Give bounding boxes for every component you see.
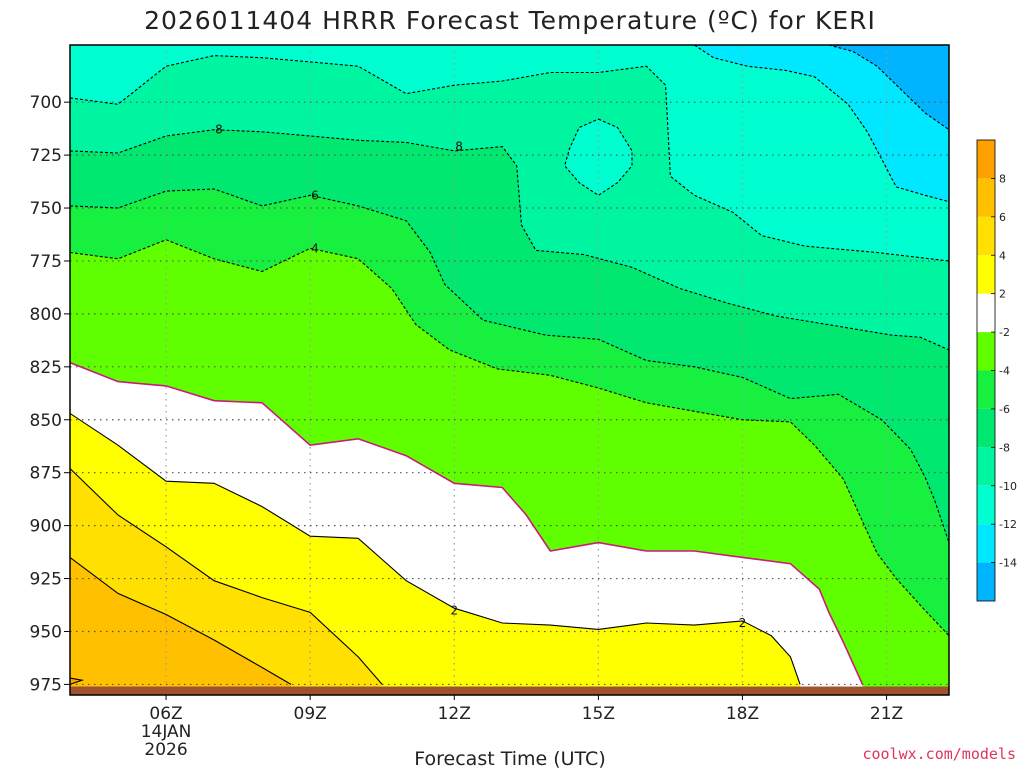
x-tick-label: 12Z (438, 704, 471, 724)
y-tick-label: 775 (30, 252, 62, 272)
colorbar-tick-label: -10 (999, 480, 1017, 493)
colorbar-bin (977, 140, 995, 179)
isotherm-line (828, 45, 949, 131)
colorbar-tick-label: -8 (999, 441, 1010, 454)
band-fill (70, 557, 291, 695)
contour-label: 8 (215, 123, 223, 137)
y-tick-label: 975 (30, 675, 62, 695)
contour-label: 4 (311, 241, 319, 255)
x-tick-label: 18Z (726, 704, 759, 724)
isotherm-line (70, 468, 383, 685)
isotherm-line (70, 677, 85, 685)
colorbar-bin (977, 255, 995, 294)
ground-strip (70, 686, 949, 695)
y-tick-label: 825 (30, 358, 62, 378)
band-fill (70, 45, 949, 261)
colorbar-bin (977, 216, 995, 256)
credit-text: coolwx.com/models (862, 745, 1016, 763)
y-tick-label: 900 (30, 517, 62, 537)
x-tick-label: 09Z (294, 704, 327, 724)
x-tick-sublabel: 2026 (144, 740, 187, 760)
y-tick-label: 925 (30, 570, 62, 590)
band-fill (828, 45, 949, 130)
colorbar-bin (977, 485, 995, 525)
colorbar-tick-label: 2 (999, 288, 1006, 301)
y-tick-label: 700 (30, 93, 62, 113)
x-tick-sublabel: 14JAN (141, 722, 192, 742)
freezing-line (70, 361, 864, 685)
colorbar-bin (977, 293, 995, 333)
band-fill (564, 119, 632, 196)
x-tick-label: 21Z (870, 704, 903, 724)
colorbar-tick-label: 6 (999, 211, 1006, 224)
isotherm-lines (70, 45, 949, 685)
isotherm-line (70, 556, 292, 685)
colorbar-bin (977, 524, 995, 563)
y-tick-label: 850 (30, 411, 62, 431)
colorbar-tick-label: -6 (999, 403, 1010, 416)
band-fill (694, 45, 949, 202)
isotherm-line (70, 129, 949, 351)
contour-label: 2 (739, 616, 747, 630)
y-tick-label: 800 (30, 305, 62, 325)
grid-lines (70, 45, 949, 695)
colorbar-tick-label: -14 (999, 557, 1017, 570)
contour-label: 6 (311, 188, 319, 202)
isotherm-line (694, 45, 949, 203)
colorbar: -14 -12 -10 -8 -6 -4 -2 2 4 6 8 (976, 139, 1017, 602)
ground-surface (70, 686, 949, 695)
plot-area: 8 8 6 4 2 2 (69, 44, 950, 696)
colorbar-bin (977, 562, 995, 601)
chart-title: 2026011404 HRRR Forecast Temperature (ºC… (144, 6, 876, 35)
isotherm-line (70, 412, 801, 685)
x-tick-label: 06Z (149, 704, 182, 724)
x-tick-label: 15Z (582, 704, 615, 724)
contour-labels: 8 8 6 4 2 2 (215, 123, 746, 630)
colorbar-bin (977, 408, 995, 448)
contour-label: 2 (450, 603, 458, 617)
colorbar-tick-label: -2 (999, 326, 1010, 339)
colorbar-tick-label: 8 (999, 172, 1006, 185)
colorbar-tick-label: 4 (999, 249, 1006, 262)
colorbar-bin (977, 178, 995, 217)
band-fill (70, 678, 82, 695)
isotherm-line (70, 188, 949, 543)
y-tick-label: 950 (30, 622, 62, 642)
colorbar-bin (977, 332, 995, 371)
colorbar-bin (977, 447, 995, 486)
isotherm-line (70, 55, 949, 262)
contour-label: 8 (455, 140, 463, 154)
y-axis: 700 725 750 775 800 825 850 875 900 925 950 975 (30, 93, 70, 695)
x-axis-label: Forecast Time (UTC) (414, 748, 605, 768)
colorbar-tick-label: -4 (999, 365, 1010, 378)
y-tick-label: 875 (30, 464, 62, 484)
plot-frame (69, 44, 950, 696)
colorbar-tick-label: -12 (999, 518, 1017, 531)
y-tick-label: 725 (30, 146, 62, 166)
colorbar-bin (977, 370, 995, 409)
y-tick-label: 750 (30, 199, 62, 219)
